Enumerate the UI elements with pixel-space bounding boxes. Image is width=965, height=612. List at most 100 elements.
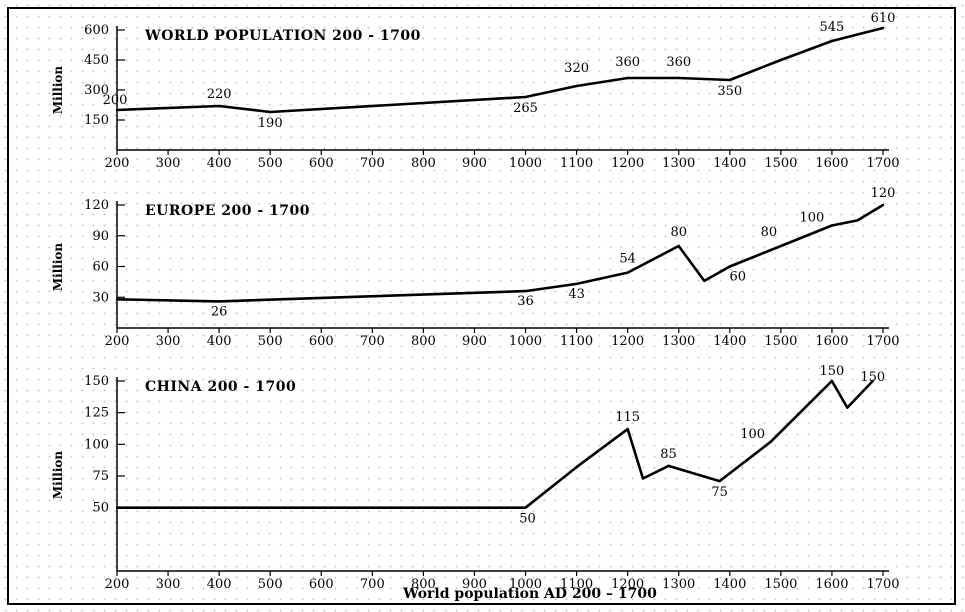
y-axis-label: Million <box>51 66 65 115</box>
x-tick-label: 1600 <box>815 577 848 592</box>
data-point <box>779 58 783 62</box>
x-tick-label: 300 <box>156 334 181 349</box>
data-label: 120 <box>871 186 896 201</box>
data-label: 150 <box>820 364 845 379</box>
x-tick-label: 1400 <box>713 334 746 349</box>
x-tick-label: 500 <box>258 334 283 349</box>
x-tick-label: 600 <box>309 334 334 349</box>
x-tick-label: 200 <box>105 577 130 592</box>
x-tick-label: 1600 <box>815 156 848 171</box>
x-tick-label: 1200 <box>611 156 644 171</box>
data-point <box>575 84 578 88</box>
x-tick-label: 1200 <box>611 577 644 592</box>
y-tick-label: 150 <box>84 113 109 128</box>
data-label: 200 <box>103 93 128 108</box>
y-tick-label: 75 <box>92 469 109 484</box>
y-tick-label: 120 <box>84 198 109 213</box>
y-tick-label: 90 <box>92 229 109 244</box>
x-tick-label: 1100 <box>560 577 593 592</box>
x-tick-label: 200 <box>105 156 130 171</box>
data-point <box>115 506 119 509</box>
x-tick-label: 1400 <box>713 156 746 171</box>
data-label: 360 <box>666 55 691 70</box>
data-point <box>575 465 578 469</box>
data-label: 220 <box>207 87 232 102</box>
x-tick-label: 700 <box>360 156 385 171</box>
data-point <box>575 282 578 286</box>
data-point <box>217 104 221 108</box>
data-point <box>769 440 772 443</box>
data-point <box>881 26 885 30</box>
y-axis-label: Million <box>51 243 65 292</box>
x-tick-label: 600 <box>309 577 334 592</box>
data-label: 115 <box>615 410 640 425</box>
x-tick-label: 900 <box>462 156 487 171</box>
x-tick-label: 700 <box>360 334 385 349</box>
y-tick-label: 30 <box>92 290 109 305</box>
y-axis-label: Million <box>51 451 65 500</box>
panel-title: CHINA 200 - 1700 <box>145 379 296 395</box>
x-tick-label: 900 <box>462 577 487 592</box>
y-tick-label: 600 <box>84 23 109 38</box>
data-point <box>524 95 527 99</box>
y-tick-label: 125 <box>84 406 109 421</box>
data-point <box>217 300 221 303</box>
y-tick-label: 50 <box>92 501 109 516</box>
data-point <box>626 427 629 431</box>
y-tick-label: 60 <box>92 260 109 275</box>
x-tick-label: 1600 <box>815 334 848 349</box>
series-line <box>117 379 874 510</box>
data-point <box>667 464 670 468</box>
data-point <box>524 506 527 509</box>
y-tick-label: 450 <box>84 53 109 68</box>
data-label: 545 <box>820 20 845 35</box>
data-point <box>856 219 859 222</box>
x-tick-label: 1300 <box>662 156 695 171</box>
x-tick-label: 1200 <box>611 334 644 349</box>
x-tick-label: 1700 <box>866 156 899 171</box>
x-tick-label: 1100 <box>560 156 593 171</box>
y-tick-label: 300 <box>84 83 109 98</box>
data-point <box>524 289 527 293</box>
data-point <box>626 271 629 274</box>
x-tick-label: 800 <box>411 156 436 171</box>
x-tick-label: 1000 <box>509 577 542 592</box>
data-label: 360 <box>615 55 640 70</box>
data-point <box>641 477 645 480</box>
x-tick-label: 200 <box>105 334 130 349</box>
data-label: 75 <box>711 485 728 500</box>
x-tick-label: 1700 <box>866 577 899 592</box>
data-label: 610 <box>871 11 896 26</box>
data-label: 26 <box>211 304 228 319</box>
x-tick-label: 800 <box>411 334 436 349</box>
x-tick-label: 400 <box>207 334 232 349</box>
x-tick-label: 1100 <box>560 334 593 349</box>
data-point <box>703 279 706 283</box>
data-label: 60 <box>730 270 747 285</box>
x-tick-label: 1500 <box>764 577 797 592</box>
data-point <box>846 406 849 409</box>
data-label: 320 <box>564 61 589 76</box>
x-tick-label: 600 <box>309 156 334 171</box>
data-point <box>626 76 629 80</box>
x-tick-label: 1500 <box>764 334 797 349</box>
data-label: 190 <box>258 116 283 131</box>
x-tick-label: 300 <box>156 156 181 171</box>
x-tick-label: 1300 <box>662 334 695 349</box>
x-tick-label: 1000 <box>509 156 542 171</box>
data-label: 150 <box>860 370 885 385</box>
chart-frame <box>7 7 956 605</box>
x-tick-label: 1300 <box>662 577 695 592</box>
data-label: 100 <box>800 211 825 226</box>
data-label: 50 <box>519 512 536 527</box>
data-label: 80 <box>670 225 687 240</box>
x-tick-label: 400 <box>207 577 232 592</box>
x-tick-label: 500 <box>258 156 283 171</box>
data-point <box>728 78 731 82</box>
x-tick-label: 1400 <box>713 577 746 592</box>
data-label: 350 <box>717 84 742 99</box>
data-point <box>677 76 680 80</box>
x-tick-label: 1500 <box>764 156 797 171</box>
data-point <box>269 110 272 114</box>
